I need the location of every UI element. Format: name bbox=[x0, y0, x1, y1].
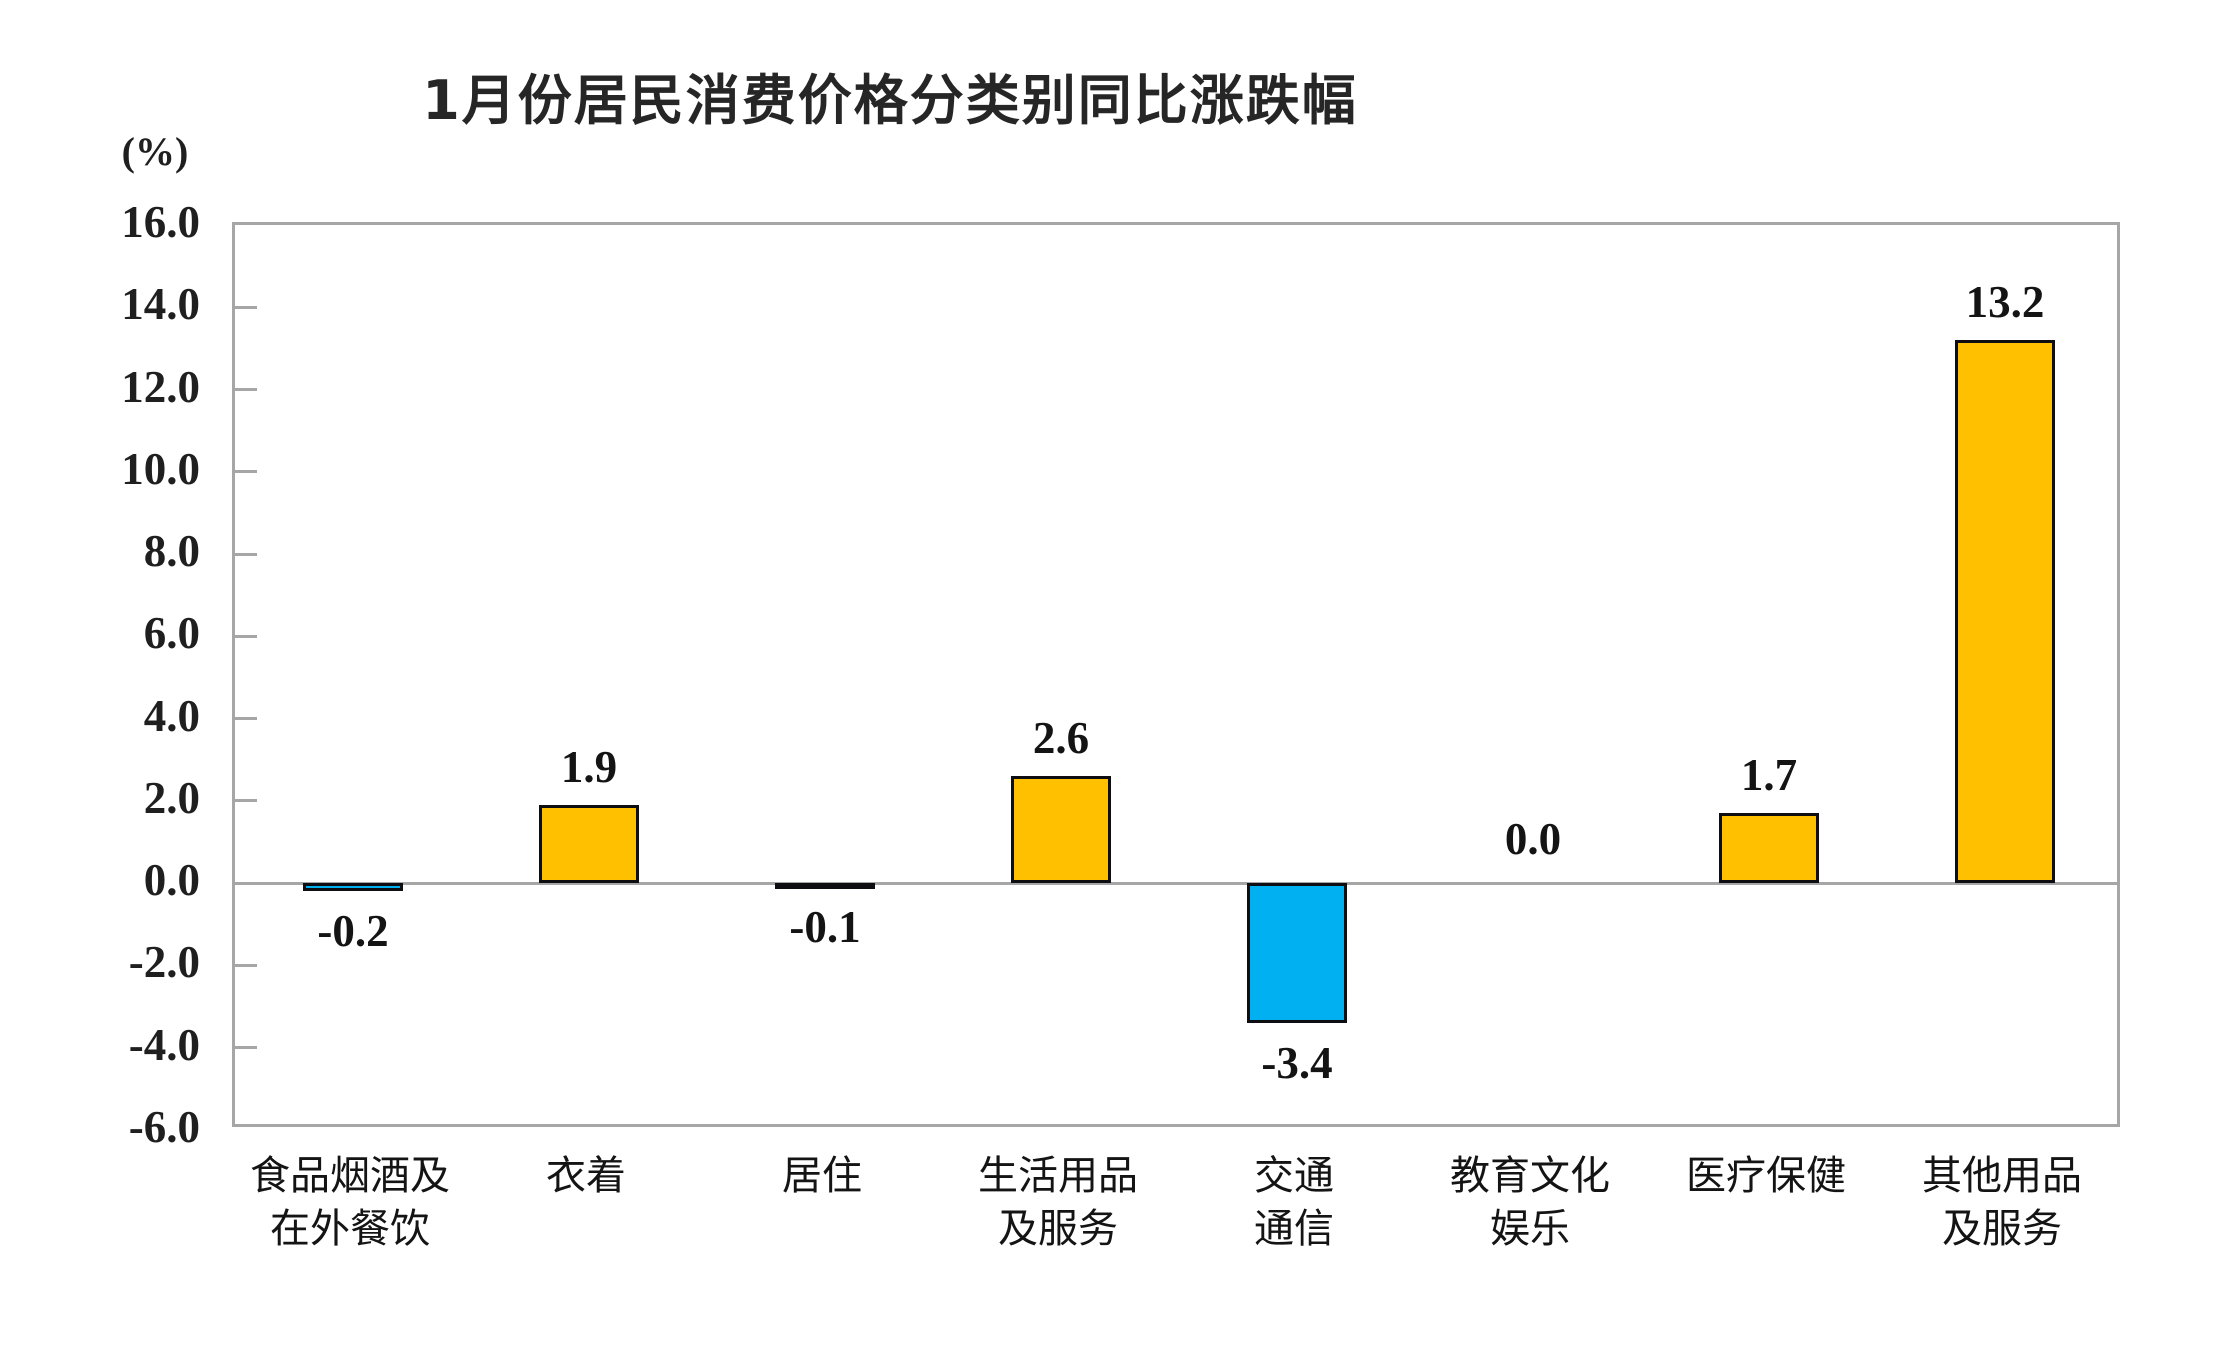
y-axis-tick bbox=[235, 1046, 257, 1050]
y-axis-tick-label: 0.0 bbox=[143, 855, 200, 906]
y-axis-tick-label: -2.0 bbox=[128, 937, 200, 988]
bar-value-label: -3.4 bbox=[1261, 1038, 1333, 1089]
category-label-7: 其他用品 及服务 bbox=[1922, 1153, 2082, 1252]
y-axis-tick-label: 2.0 bbox=[143, 772, 200, 823]
bar-0 bbox=[303, 883, 403, 892]
bar-3 bbox=[1011, 776, 1111, 884]
category-label-3: 生活用品 及服务 bbox=[978, 1153, 1138, 1252]
chart-title: 1月份居民消费价格分类别同比涨跌幅 bbox=[422, 69, 1358, 132]
zero-axis-line bbox=[235, 881, 2117, 885]
bar-4 bbox=[1247, 883, 1347, 1024]
bar-1 bbox=[539, 805, 639, 884]
plot-area: -0.2 1.9 -0.1 2.6 -3.4 0.0 1.7 13.2 bbox=[232, 222, 2120, 1127]
bar-value-label: 1.9 bbox=[560, 742, 618, 793]
category-label-4: 交通 通信 bbox=[1254, 1153, 1334, 1252]
bar-value-label: 13.2 bbox=[1965, 277, 2045, 328]
y-axis-unit-label: (%) bbox=[121, 129, 189, 174]
bar-value-label: -0.1 bbox=[789, 902, 861, 953]
y-axis-tick bbox=[235, 470, 257, 474]
y-axis-tick-label: -6.0 bbox=[128, 1102, 200, 1152]
bar-value-label: -0.2 bbox=[317, 906, 389, 957]
bar-2 bbox=[775, 883, 875, 890]
y-axis-tick-label: 12.0 bbox=[121, 361, 200, 412]
bar-value-label: 2.6 bbox=[1032, 713, 1090, 764]
y-axis-tick bbox=[235, 799, 257, 803]
y-axis-tick-label: 4.0 bbox=[143, 690, 200, 741]
bar-value-label: 0.0 bbox=[1504, 814, 1562, 865]
y-axis-tick-label: 14.0 bbox=[121, 279, 200, 330]
y-axis-tick bbox=[235, 963, 257, 967]
bar-value-label: 1.7 bbox=[1740, 750, 1798, 801]
y-axis-tick bbox=[235, 634, 257, 638]
bar-6 bbox=[1719, 813, 1819, 884]
category-label-6: 医疗保健 bbox=[1686, 1153, 1846, 1199]
y-axis-tick bbox=[235, 717, 257, 721]
y-axis-tick-label: -4.0 bbox=[128, 1019, 200, 1070]
y-axis-tick-label: 8.0 bbox=[143, 526, 200, 577]
bar-7 bbox=[1955, 340, 2055, 884]
y-axis-tick-label: 16.0 bbox=[121, 197, 200, 247]
category-label-0: 食品烟酒及 在外餐饮 bbox=[250, 1153, 450, 1252]
y-axis-tick-label: 10.0 bbox=[121, 443, 200, 494]
y-axis-tick bbox=[235, 305, 257, 309]
y-axis-tick bbox=[235, 552, 257, 556]
y-axis-tick bbox=[235, 388, 257, 392]
category-label-1: 衣着 bbox=[546, 1153, 626, 1199]
category-label-2: 居住 bbox=[782, 1153, 862, 1199]
y-axis-tick-label: 6.0 bbox=[143, 608, 200, 659]
category-label-5: 教育文化 娱乐 bbox=[1450, 1153, 1610, 1252]
